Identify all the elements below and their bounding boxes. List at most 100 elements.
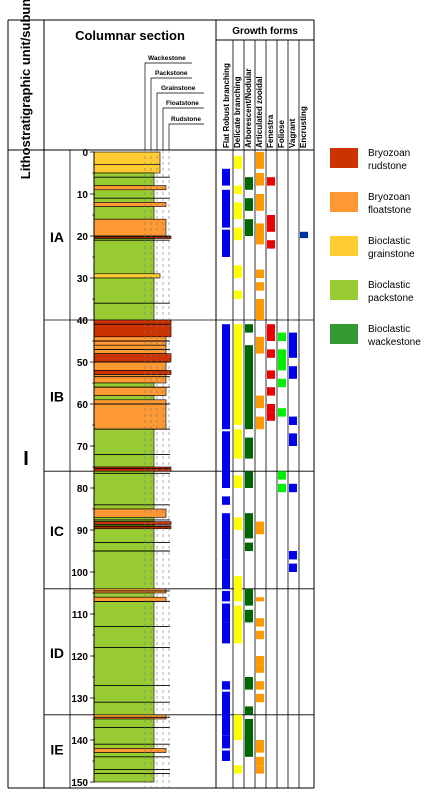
occurrence-bar	[256, 756, 264, 766]
occurrence-bar	[245, 471, 253, 488]
legend-label: Bryozoan	[368, 192, 410, 203]
depth-tick-label: 90	[77, 526, 89, 537]
depth-tick-label: 60	[77, 400, 89, 411]
occurrence-bar	[245, 345, 253, 430]
bed	[93, 273, 161, 279]
occurrence-bar	[289, 433, 297, 446]
unit-header-label: Lithostratigraphic unit/subunit	[18, 0, 33, 179]
occurrence-bar	[245, 542, 253, 551]
depth-tick-label: 80	[77, 484, 89, 495]
occurrence-bar	[222, 719, 230, 736]
depth-tick-label: 100	[71, 568, 88, 579]
occurrence-bar	[245, 198, 253, 211]
occurrence-bar	[289, 483, 297, 493]
growth-header-encrusting: Encrusting	[299, 106, 308, 148]
occurrence-bar	[256, 664, 264, 673]
legend-label: Bioclastic	[368, 280, 410, 291]
growth-header-arborescent: Arborescent/Nodular	[244, 68, 253, 148]
occurrence-bar	[234, 202, 242, 220]
occurrence-bar	[278, 483, 286, 493]
occurrence-bar	[256, 336, 264, 354]
occurrence-bar	[234, 765, 242, 774]
depth-tick-label: 0	[82, 148, 88, 159]
occurrence-bar	[267, 404, 275, 413]
bed	[93, 202, 167, 207]
occurrence-bar	[234, 517, 242, 530]
occurrence-bar	[267, 349, 275, 358]
occurrence-bar	[222, 691, 230, 719]
growth-forms-title: Growth forms	[232, 26, 298, 37]
occurrence-bar	[256, 521, 264, 535]
growth-header-fenestra: Fenestra	[266, 114, 275, 148]
occurrence-bar	[234, 227, 242, 241]
occurrence-bar	[222, 622, 230, 644]
bed	[93, 218, 167, 237]
bed	[93, 748, 167, 753]
bed	[93, 319, 172, 338]
occurrence-bar	[222, 559, 230, 572]
bed	[93, 238, 155, 275]
occurrence-bar	[278, 408, 286, 417]
growth-header-delicate: Delicate branching	[233, 76, 242, 148]
legend-label: wackestone	[367, 337, 421, 348]
legend-swatch	[330, 324, 358, 344]
occurrence-bar	[256, 681, 264, 690]
occurrence-bar	[222, 750, 230, 761]
occurrence-bar	[222, 681, 230, 690]
occurrence-bar	[234, 605, 242, 644]
texture-label-floatstone: Floatstone	[166, 100, 199, 107]
growth-header-articulated: Articulated zooidal	[255, 76, 264, 148]
legend-label: grainstone	[368, 249, 415, 260]
bed	[93, 185, 167, 191]
occurrence-bar	[300, 231, 308, 239]
depth-tick-label: 30	[77, 274, 89, 285]
occurrence-bar	[278, 332, 286, 341]
occurrence-bar	[245, 740, 253, 757]
growth-form-headers: Flat Robust branching Delicate branching…	[222, 63, 308, 148]
subunit-label-ie: IE	[50, 741, 63, 757]
depth-tick-label: 130	[71, 694, 88, 705]
occurrence-bar	[222, 229, 230, 249]
bed	[93, 521, 172, 525]
depth-axis: 0 10 20 30 40 50 60 70 80 90 100 110 120 130 140 150	[71, 148, 95, 789]
occurrence-bar	[234, 324, 242, 425]
depth-tick-label: 120	[71, 652, 88, 663]
texture-guide-lines	[144, 150, 170, 788]
legend-swatch	[330, 192, 358, 212]
occurrence-bar	[245, 677, 253, 690]
occurrence-bar	[222, 168, 230, 186]
occurrence-bar	[234, 576, 242, 602]
occurrence-bar	[222, 246, 230, 257]
occurrence-bar	[245, 706, 253, 715]
occurrence-bar	[256, 765, 264, 774]
bed	[93, 718, 155, 749]
growth-form-occurrences	[222, 152, 308, 774]
occurrence-bar	[267, 370, 275, 379]
depth-tick-label: 140	[71, 736, 88, 747]
frame	[7, 19, 315, 789]
texture-scale: Wackestone Packstone Grainstone Floatsto…	[144, 55, 204, 150]
occurrence-bar	[256, 269, 264, 278]
bed	[93, 277, 155, 321]
occurrence-bar	[222, 590, 230, 602]
occurrence-bar	[267, 177, 275, 186]
occurrence-bar	[222, 603, 230, 623]
occurrence-bar	[289, 551, 297, 560]
depth-tick-label: 110	[72, 610, 89, 621]
occurrence-bar	[267, 240, 275, 249]
occurrence-bar	[222, 324, 230, 430]
bed	[93, 386, 167, 396]
subunit-label-ib: IB	[50, 389, 64, 405]
occurrence-bar	[234, 475, 242, 488]
depth-tick-label: 70	[77, 442, 89, 453]
columnar-section-title: Columnar section	[75, 28, 185, 43]
occurrence-bar	[245, 324, 253, 333]
bed	[93, 361, 167, 371]
occurrence-bar	[256, 416, 264, 430]
occurrence-bar	[222, 471, 230, 488]
legend-swatch	[330, 148, 358, 168]
occurrence-bar	[234, 290, 242, 299]
occurrence-bar	[256, 630, 264, 640]
occurrence-bar	[245, 219, 253, 236]
bed	[93, 601, 155, 716]
